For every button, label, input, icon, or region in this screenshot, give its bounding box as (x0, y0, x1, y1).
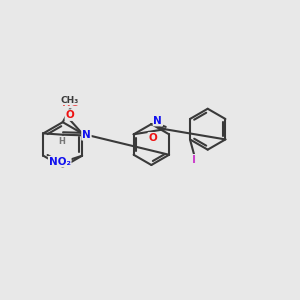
Text: N: N (154, 116, 162, 125)
Text: HO: HO (62, 98, 80, 107)
Text: N: N (82, 130, 91, 140)
Text: O: O (65, 110, 74, 120)
Text: NO₂: NO₂ (49, 157, 71, 167)
Text: I: I (192, 155, 196, 165)
Text: H: H (58, 137, 65, 146)
Text: O: O (148, 133, 157, 143)
Text: CH₃: CH₃ (61, 96, 79, 105)
